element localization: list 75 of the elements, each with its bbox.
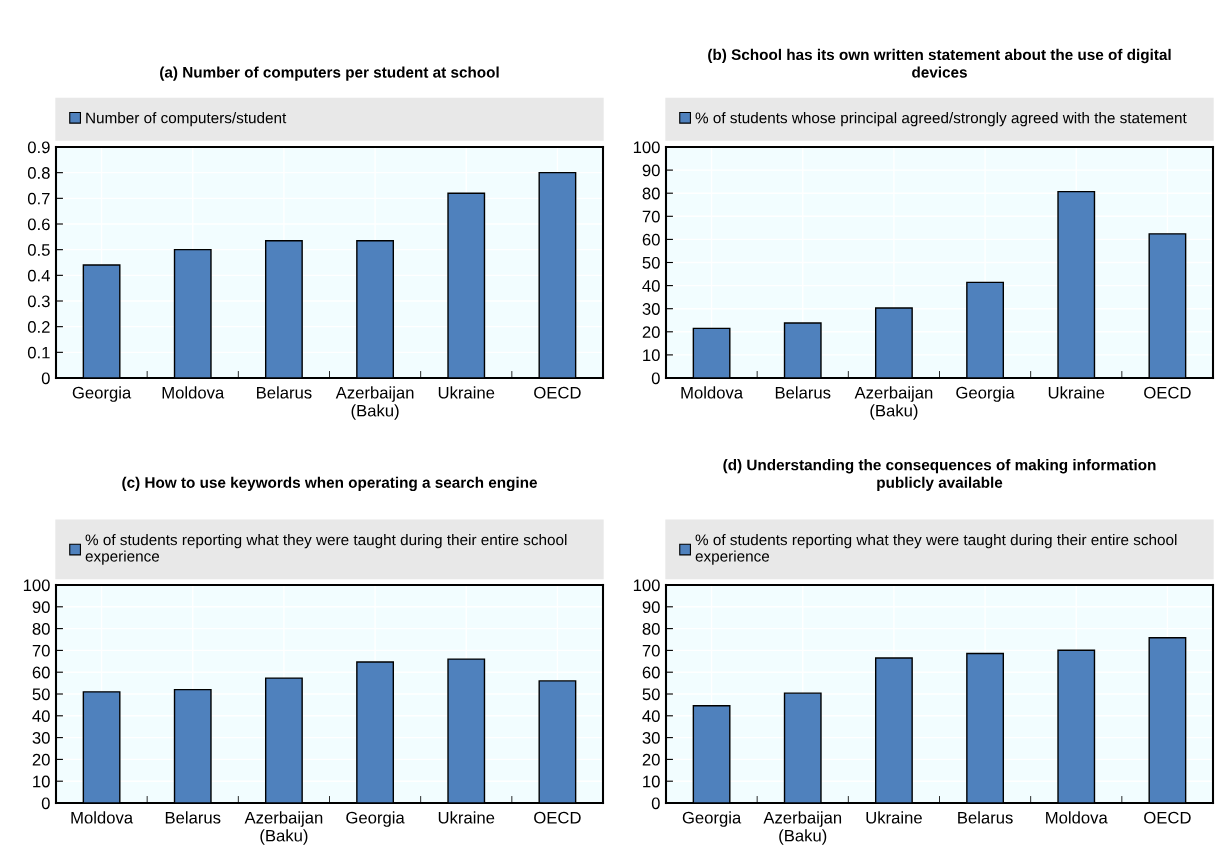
y-tick-label: 0 [41, 372, 50, 385]
x-tick-label: Belarus [165, 811, 221, 824]
x-tick-label: Azerbaijan (Baku) [854, 386, 933, 420]
y-tick-label: 0.1 [27, 346, 50, 359]
y-tick-label: 0 [651, 797, 660, 810]
x-tick-label: OECD [534, 386, 581, 399]
y-tick-label: 40 [642, 710, 660, 722]
y-tick-label: 0.5 [27, 244, 50, 256]
y-tick-label: 90 [642, 164, 660, 177]
chart-title: (c) How to use keywords when operating a search engine [122, 476, 537, 492]
y-tick-label: 0.3 [27, 295, 50, 308]
y-tick-label: 0.6 [27, 218, 50, 231]
y-tick-label: 30 [642, 303, 660, 315]
y-tick-label: 10 [643, 349, 660, 362]
x-tick-label: Ukraine [866, 811, 922, 824]
chart-title: (d) Understanding the consequences of making information publicly available [723, 459, 1156, 491]
y-tick-label: 50 [642, 256, 660, 269]
y-tick-label: 0.9 [27, 141, 50, 154]
y-tick-label: 0.8 [27, 167, 50, 179]
y-tick-label: 20 [642, 326, 660, 338]
x-tick-label: Azerbaijan (Baku) [763, 811, 842, 845]
y-tick-label: 0.7 [27, 192, 50, 205]
y-tick-label: 60 [32, 666, 50, 679]
x-tick-label: Belarus [775, 386, 831, 399]
x-tick-label: Ukraine [438, 386, 495, 399]
y-tick-label: 50 [642, 688, 660, 701]
x-tick-label: OECD [1144, 386, 1191, 399]
x-tick-label: OECD [534, 811, 581, 824]
y-tick-label: 30 [32, 732, 50, 744]
y-tick-label: 100 [633, 141, 660, 154]
y-tick-label: 80 [642, 187, 660, 200]
legend-label: % of students whose principal agreed/strongly agreed with the statement [695, 112, 1187, 127]
y-tick-label: 20 [642, 753, 660, 766]
x-tick-label: Georgia [346, 811, 405, 827]
x-tick-label: Belarus [958, 811, 1013, 824]
y-tick-label: 80 [32, 623, 50, 635]
chart-title: (b) School has its own written statement about the use of digital devices [708, 48, 1171, 78]
legend-label: % of students reporting what they were taught during their entire school experience [695, 534, 1177, 565]
y-tick-label: 40 [32, 710, 50, 722]
y-tick-label: 70 [642, 210, 660, 223]
y-tick-label: 60 [642, 666, 660, 679]
y-tick-label: 50 [32, 688, 50, 701]
x-tick-label: Azerbaijan (Baku) [244, 811, 323, 845]
y-tick-label: 100 [633, 579, 660, 592]
x-tick-label: Moldova [681, 386, 744, 399]
y-tick-label: 10 [33, 775, 50, 788]
y-tick-label: 80 [642, 623, 660, 635]
chart-title: (a) Number of computers per student at school [160, 66, 499, 81]
x-tick-label: Azerbaijan (Baku) [335, 386, 414, 420]
x-tick-label: Georgia [682, 811, 742, 827]
x-tick-label: OECD [1144, 811, 1191, 824]
y-tick-label: 0 [41, 797, 50, 810]
y-tick-label: 90 [642, 601, 660, 613]
y-tick-label: 30 [642, 732, 660, 744]
x-tick-label: Georgia [956, 386, 1015, 402]
y-tick-label: 100 [23, 579, 50, 592]
y-tick-label: 0.2 [27, 321, 50, 333]
x-tick-label: Moldova [71, 811, 134, 824]
y-tick-label: 0 [651, 372, 660, 385]
y-tick-label: 60 [642, 233, 660, 246]
y-tick-label: 0.4 [27, 269, 50, 282]
legend-label: % of students reporting what they were taught during their entire school experience [85, 534, 567, 565]
y-tick-label: 70 [32, 644, 50, 657]
x-tick-label: Belarus [257, 386, 312, 399]
y-tick-label: 20 [32, 753, 50, 766]
y-tick-label: 90 [32, 601, 50, 613]
y-tick-label: 70 [642, 644, 660, 657]
x-tick-label: Ukraine [438, 811, 495, 824]
y-tick-label: 40 [642, 280, 660, 292]
x-tick-label: Moldova [1046, 811, 1108, 824]
x-tick-label: Ukraine [1048, 386, 1105, 399]
legend-label: Number of computers/student [86, 112, 287, 127]
x-tick-label: Moldova [162, 386, 225, 399]
y-tick-label: 10 [643, 775, 660, 788]
x-tick-label: Georgia [72, 386, 132, 402]
